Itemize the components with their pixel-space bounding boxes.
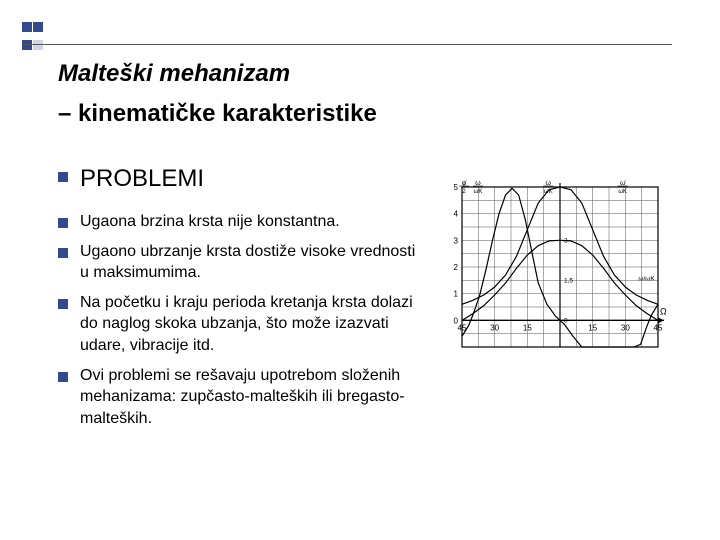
svg-text:30: 30	[621, 323, 630, 332]
slide-decoration	[22, 22, 44, 58]
bullet-icon	[58, 299, 68, 309]
svg-text:45: 45	[654, 323, 663, 332]
bullet-list: PROBLEMI Ugaona brzina krsta nije konsta…	[58, 165, 428, 429]
bullet-icon	[58, 172, 68, 182]
slide-title: Malteški mehanizam	[58, 60, 290, 88]
section-heading: PROBLEMI	[80, 165, 204, 193]
svg-text:2: 2	[454, 263, 459, 272]
svg-text:Ω: Ω	[660, 306, 667, 316]
svg-text:30: 30	[490, 323, 499, 332]
chart-region: 01234501,53453015153045Ωφ̇2ωωKωωKω̇ωKω/ω…	[430, 175, 670, 365]
kinematics-chart: 01234501,53453015153045Ωφ̇2ωωKωωKω̇ωKω/ω…	[430, 175, 670, 365]
svg-text:5: 5	[454, 183, 459, 192]
svg-text:ωK: ωK	[474, 189, 483, 195]
list-item: Ugaona brzina krsta nije konstantna.	[80, 211, 340, 233]
svg-text:15: 15	[588, 323, 597, 332]
svg-text:1: 1	[454, 290, 459, 299]
bullet-icon	[58, 218, 68, 228]
bullet-icon	[58, 372, 68, 382]
bullet-icon	[58, 248, 68, 258]
svg-text:4: 4	[454, 210, 459, 219]
slide-subtitle: – kinematičke karakteristike	[58, 100, 377, 128]
list-item: Ugaono ubrzanje krsta dostiže visoke vre…	[80, 241, 428, 284]
svg-text:ω/ωK: ω/ωK	[638, 275, 655, 282]
svg-text:3: 3	[454, 236, 459, 245]
svg-text:0: 0	[564, 317, 568, 324]
svg-text:1,5: 1,5	[564, 277, 573, 284]
svg-text:ωK: ωK	[618, 189, 627, 195]
svg-text:15: 15	[523, 323, 532, 332]
list-item: Na početku i kraju perioda kretanja krst…	[80, 292, 428, 357]
list-item: Ovi problemi se rešavaju upotrebom slože…	[80, 365, 428, 430]
